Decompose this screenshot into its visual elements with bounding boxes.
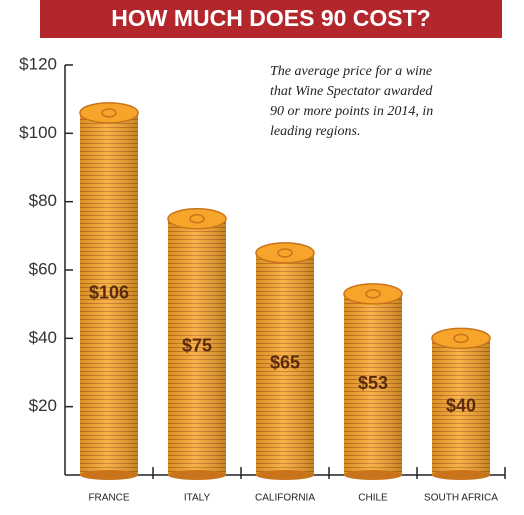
bar-shade: [256, 252, 314, 475]
y-tick-label: $20: [29, 396, 57, 415]
bar-shade: [168, 218, 226, 475]
bar-base: [432, 470, 490, 480]
coin-stack: $65: [255, 242, 315, 480]
coin-top: [343, 283, 403, 305]
y-tick-label: $120: [19, 54, 57, 73]
bar-shade: [432, 338, 490, 475]
bar-shade: [80, 112, 138, 475]
coin-top: [431, 327, 491, 350]
annotation-line: The average price for a wine: [270, 64, 432, 79]
coin-emblem: [453, 333, 469, 344]
coin-top: [167, 208, 227, 230]
x-tick-label: CHILE: [358, 493, 388, 504]
bar-base: [168, 470, 226, 480]
y-tick-label: $60: [29, 259, 57, 278]
value-label: $53: [358, 373, 388, 393]
annotation: The average price for a wine that Wine Sp…: [270, 64, 433, 139]
annotation-line: that Wine Spectator awarded: [270, 84, 433, 99]
value-label: $40: [446, 395, 476, 415]
annotation-line: 90 or more points in 2014, in: [270, 104, 433, 119]
y-tick-label: $40: [29, 328, 57, 347]
bar-base: [256, 470, 314, 480]
coin-emblem: [101, 108, 117, 118]
value-label: $106: [89, 283, 129, 303]
y-tick-label: $100: [19, 123, 57, 142]
coin-stack: $75: [167, 208, 227, 480]
bar-base: [344, 470, 402, 480]
y-tick-label: $80: [29, 191, 57, 210]
value-label: $75: [182, 336, 212, 356]
bar-shade: [344, 293, 402, 475]
coin-stack: $40: [431, 327, 491, 480]
x-tick-label: CALIFORNIA: [255, 493, 315, 504]
coin-emblem: [365, 289, 381, 299]
bar-base: [80, 470, 138, 480]
coin-top: [255, 242, 315, 264]
value-label: $65: [270, 353, 300, 373]
title-banner: [40, 0, 502, 38]
x-tick-label: FRANCE: [88, 493, 129, 504]
coin-stack: $53: [343, 283, 403, 480]
coin-emblem: [277, 248, 293, 258]
coin-stack: $106: [79, 102, 139, 480]
x-tick-label: ITALY: [184, 493, 211, 504]
coin-top: [79, 102, 139, 124]
x-tick-label: SOUTH AFRICA: [424, 493, 498, 504]
annotation-line: leading regions.: [270, 124, 360, 139]
coin-emblem: [189, 214, 205, 224]
chart-title: HOW MUCH DOES 90 COST?: [111, 5, 430, 31]
